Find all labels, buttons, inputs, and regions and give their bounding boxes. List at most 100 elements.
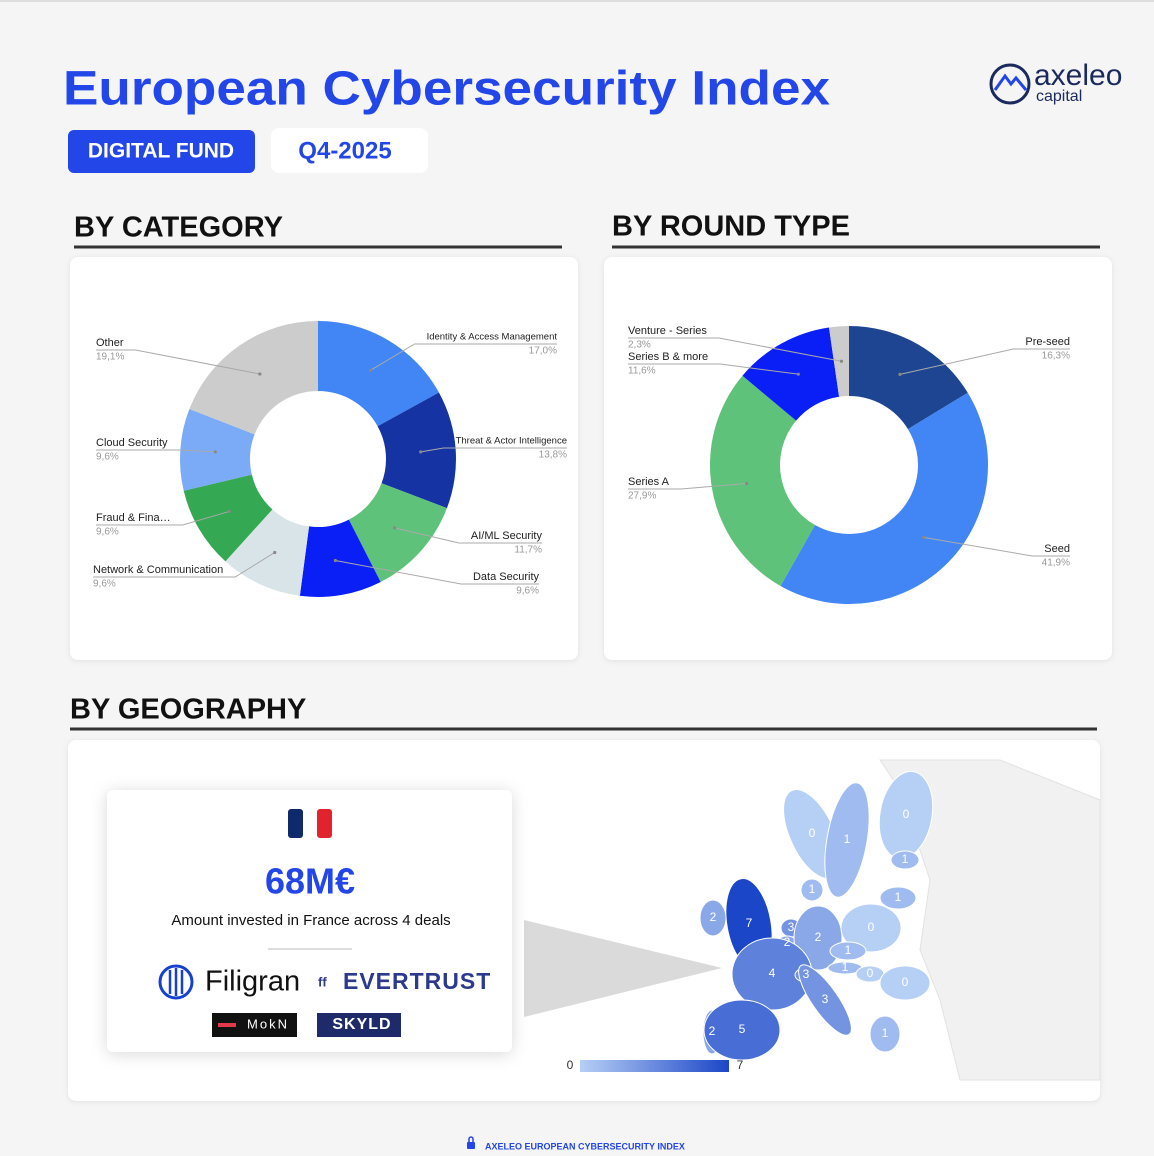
country-value: 1 bbox=[845, 943, 852, 957]
lock-icon bbox=[467, 1142, 475, 1149]
slice-label: Series A bbox=[628, 476, 670, 488]
slice-label: Data Security bbox=[473, 571, 540, 583]
country-value: 3 bbox=[803, 967, 810, 981]
badge bbox=[68, 130, 255, 173]
slice-value: 2,3% bbox=[628, 340, 651, 351]
country bbox=[869, 1015, 901, 1053]
country bbox=[703, 999, 781, 1061]
company-icon: ff bbox=[318, 974, 327, 989]
amount: 68M€ bbox=[265, 861, 355, 902]
slice bbox=[849, 326, 968, 430]
slice-value: 11,6% bbox=[628, 366, 656, 377]
section-title: BY GEOGRAPHY bbox=[70, 694, 306, 726]
scale-label: 0 bbox=[567, 1058, 574, 1072]
slice-label: Venture - Series bbox=[628, 325, 707, 337]
slice bbox=[189, 321, 318, 435]
company-logo: EVERTRUST bbox=[343, 968, 491, 994]
company-logo: Filigran bbox=[205, 966, 300, 998]
leader-dot bbox=[898, 372, 902, 376]
leader-line bbox=[628, 337, 842, 362]
company-icon bbox=[168, 968, 184, 996]
page-title: European Cybersecurity Index bbox=[63, 63, 830, 116]
slice bbox=[710, 375, 816, 586]
slice-label: Threat & Actor Intelligence bbox=[456, 436, 567, 447]
callout-pointer bbox=[524, 920, 722, 1017]
country bbox=[824, 782, 870, 898]
leader-dot bbox=[368, 368, 373, 372]
country-value: 0 bbox=[902, 975, 909, 989]
company-logo: MokN bbox=[247, 1016, 289, 1031]
leader-line bbox=[93, 552, 275, 578]
chart-card bbox=[604, 257, 1112, 660]
leader-line bbox=[96, 349, 260, 375]
leader-line bbox=[628, 363, 799, 375]
country bbox=[829, 941, 867, 961]
badge-text: DIGITAL FUND bbox=[88, 140, 234, 163]
country bbox=[879, 965, 931, 1001]
country bbox=[793, 905, 843, 971]
slice-value: 16,3% bbox=[1042, 351, 1070, 362]
slice-label: Other bbox=[96, 337, 124, 349]
slice-value: 9,6% bbox=[93, 579, 116, 590]
country-value: 1 bbox=[882, 1026, 889, 1040]
country-value: 0 bbox=[868, 920, 875, 934]
slice bbox=[828, 326, 849, 397]
slice-value: 9,6% bbox=[96, 452, 119, 463]
slice bbox=[183, 474, 273, 562]
slice bbox=[225, 509, 310, 596]
leader-line bbox=[899, 348, 1070, 375]
country-value: 4 bbox=[769, 966, 776, 980]
country-value: 1 bbox=[895, 890, 902, 904]
leader-dot bbox=[213, 450, 217, 454]
country bbox=[890, 850, 920, 870]
country-value: 1 bbox=[809, 882, 816, 896]
country bbox=[798, 964, 852, 1036]
leader-dot bbox=[393, 526, 397, 530]
scale-label: 7 bbox=[737, 1058, 744, 1072]
leader-line bbox=[420, 447, 567, 453]
slice-label: Series B & more bbox=[628, 351, 708, 363]
slice-value: 17,0% bbox=[529, 346, 557, 357]
leader-dot bbox=[922, 535, 926, 539]
leader-dot bbox=[839, 359, 844, 363]
country-value: 3 bbox=[788, 920, 795, 934]
country-value: 0 bbox=[809, 826, 816, 840]
slice-value: 11,7% bbox=[514, 545, 542, 556]
badge bbox=[271, 128, 428, 173]
section-title: BY CATEGORY bbox=[74, 212, 283, 244]
company-badge bbox=[317, 1013, 401, 1037]
badge-text: Q4-2025 bbox=[298, 137, 391, 164]
country-value: 7 bbox=[746, 916, 753, 930]
leader-dot bbox=[333, 558, 337, 563]
slice-label: Network & Communication bbox=[93, 564, 223, 576]
slice bbox=[377, 392, 456, 509]
slice bbox=[299, 519, 381, 597]
logo-name: axeleo bbox=[1034, 59, 1122, 92]
slice-value: 13,8% bbox=[539, 450, 567, 461]
country-value: 1 bbox=[902, 852, 909, 866]
country-value: 0 bbox=[903, 807, 910, 821]
slice-label: Identity & Access Management bbox=[427, 332, 558, 343]
slice-label: Seed bbox=[1044, 543, 1070, 555]
chart-card bbox=[70, 257, 578, 660]
lock-icon bbox=[468, 1136, 474, 1142]
slice-label: Cloud Security bbox=[96, 437, 168, 449]
leader-dot bbox=[419, 450, 423, 454]
flag-red bbox=[317, 809, 332, 838]
slice-value: 9,6% bbox=[96, 527, 119, 538]
country-card bbox=[107, 790, 512, 1052]
country-value: 1 bbox=[844, 832, 851, 846]
slice bbox=[780, 392, 988, 605]
country bbox=[800, 878, 824, 902]
leader-dot bbox=[258, 372, 262, 376]
country-value: 1 bbox=[842, 960, 849, 974]
leader-line bbox=[370, 343, 557, 371]
leader-line bbox=[923, 536, 1070, 557]
logo-mountain bbox=[993, 73, 1028, 91]
slice-label: Fraud & Fina… bbox=[96, 512, 171, 524]
slice bbox=[348, 483, 447, 582]
slice-value: 19,1% bbox=[96, 352, 124, 363]
slice-label: Pre-seed bbox=[1025, 336, 1070, 348]
